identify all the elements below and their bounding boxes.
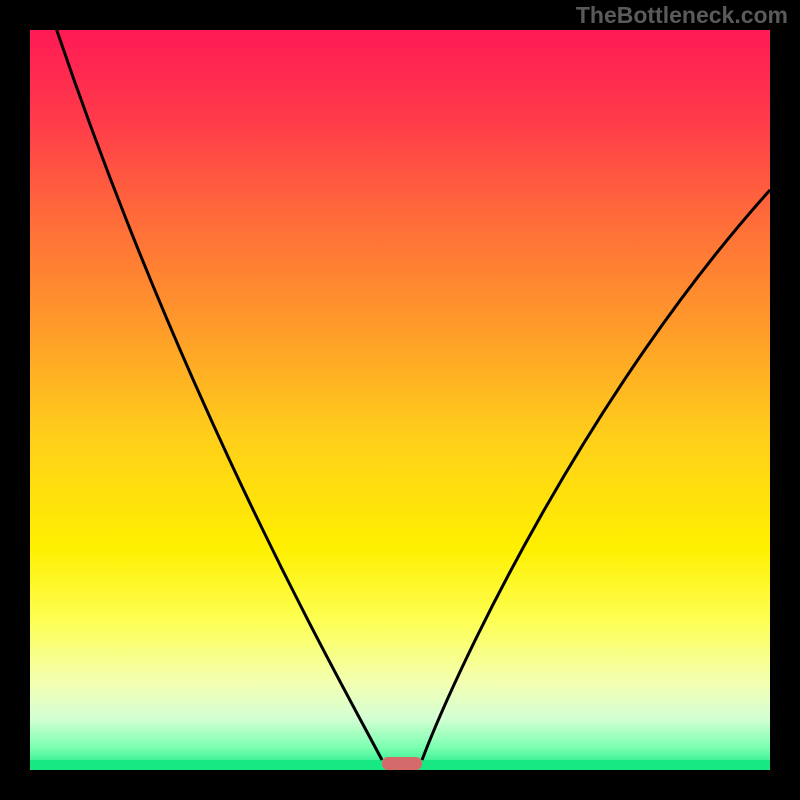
optimal-marker [382,757,422,770]
watermark-text: TheBottleneck.com [576,2,788,29]
gradient-background [30,30,770,770]
chart-container: TheBottleneck.com [0,0,800,800]
bottleneck-chart [0,0,800,800]
